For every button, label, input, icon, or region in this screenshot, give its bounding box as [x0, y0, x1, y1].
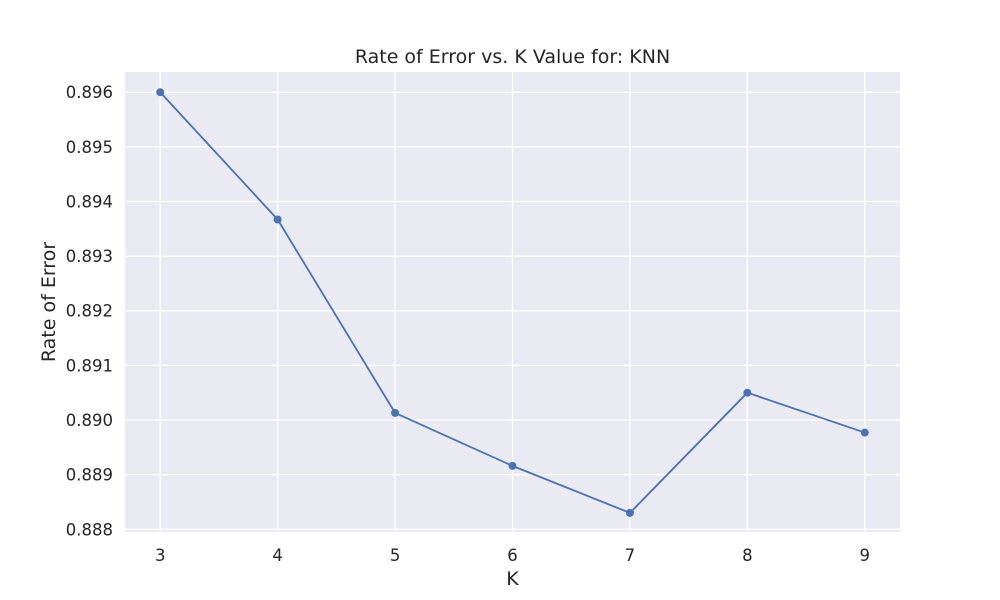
x-tick-label: 3 — [155, 546, 166, 565]
x-tick-labels: 3 4 5 6 7 8 9 — [155, 546, 870, 565]
data-point — [391, 408, 400, 417]
y-tick-label: 0.890 — [66, 411, 113, 430]
x-tick-label: 8 — [742, 546, 753, 565]
x-tick-label: 4 — [272, 546, 283, 565]
y-tick-label: 0.896 — [66, 83, 113, 102]
y-tick-labels: 0.888 0.889 0.890 0.891 0.892 0.893 0.894 0.895… — [66, 83, 113, 539]
y-axis-label: Rate of Error — [38, 242, 60, 362]
y-tick-label: 0.891 — [66, 356, 113, 375]
y-tick-label: 0.895 — [66, 138, 113, 157]
data-point — [508, 461, 517, 470]
x-axis-label: K — [506, 568, 519, 590]
y-tick-label: 0.894 — [66, 192, 113, 211]
x-tick-label: 7 — [625, 546, 636, 565]
data-point — [156, 88, 165, 97]
x-tick-label: 9 — [860, 546, 871, 565]
data-point — [860, 428, 869, 437]
y-tick-label: 0.888 — [66, 520, 113, 539]
y-tick-label: 0.889 — [66, 466, 113, 485]
data-point — [743, 388, 752, 397]
y-tick-label: 0.892 — [66, 302, 113, 321]
x-tick-label: 5 — [390, 546, 401, 565]
grid — [125, 72, 900, 532]
data-point — [273, 215, 282, 224]
series-group — [156, 88, 869, 517]
data-point — [625, 508, 634, 517]
y-tick-label: 0.893 — [66, 247, 113, 266]
x-tick-label: 6 — [507, 546, 518, 565]
chart-title: Rate of Error vs. K Value for: KNN — [355, 46, 670, 68]
